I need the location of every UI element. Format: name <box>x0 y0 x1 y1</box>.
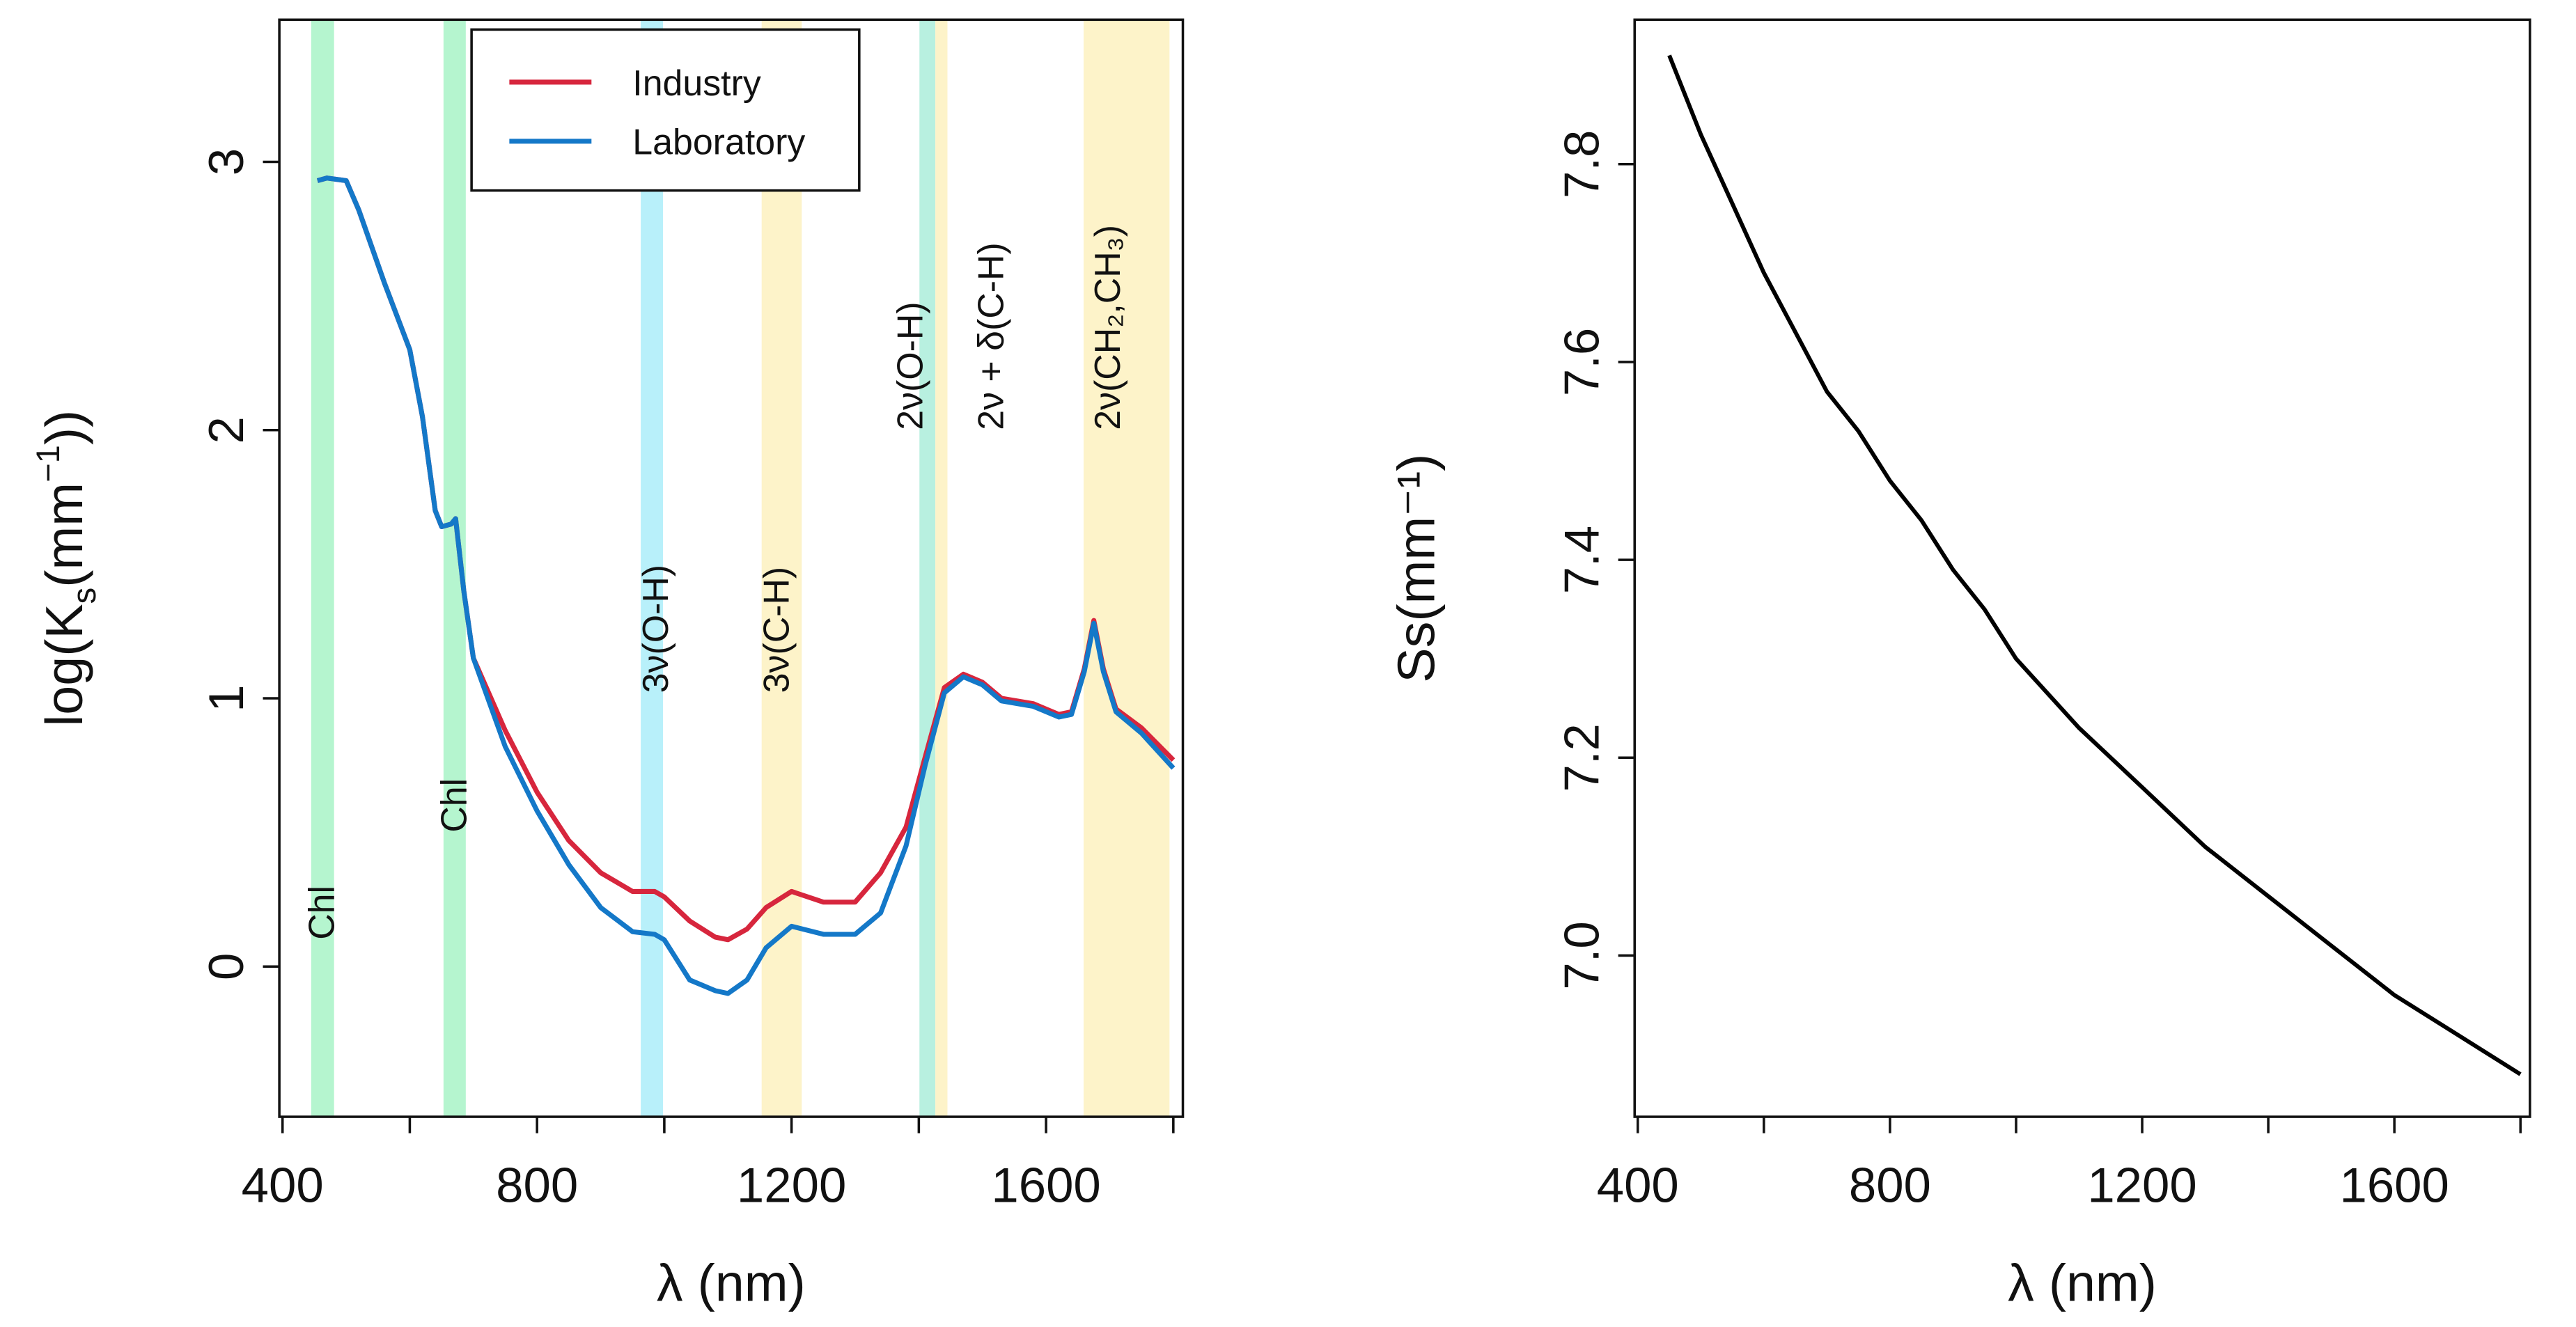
y-tick-label: 7.4 <box>1554 526 1609 594</box>
legend-label: Laboratory <box>632 122 805 162</box>
x-tick-label: 1200 <box>737 1158 846 1213</box>
x-tick-label: 1200 <box>2087 1158 2196 1213</box>
legend: Industry Laboratory <box>470 28 861 192</box>
y-tick-label: 0 <box>198 953 253 980</box>
plot-frame <box>1633 18 2531 1118</box>
band-7 <box>1083 19 1170 1117</box>
band-label: 3ν(C-H) <box>756 567 797 693</box>
x-tick-label: 1600 <box>2339 1158 2449 1213</box>
y-axis-title: Ss(mm⁻¹) <box>1387 454 1445 683</box>
x-tick-label: 800 <box>1849 1158 1931 1213</box>
plot-1: Chl Chl 3ν(O-H) 3ν(C-H) 2ν(O-H) 2ν + δ(C-H) 2ν… <box>29 18 1185 1312</box>
y-tick-label: 7.2 <box>1554 723 1609 792</box>
band-1 <box>311 19 334 1117</box>
x-tick-label: 1600 <box>991 1158 1100 1213</box>
y-axis-title: log(Ks(mm−1)) <box>29 410 102 727</box>
legend-box <box>470 28 861 192</box>
plot-2: 400 800 1200 1600 7.0 7.2 7.4 7.6 7.8 λ (nm) Ss(mm… <box>1387 18 2531 1312</box>
band-label: 2ν(O-H) <box>890 301 930 430</box>
y-tick-label: 1 <box>198 684 253 712</box>
y-tick-label: 3 <box>198 148 253 175</box>
legend-label: Industry <box>632 63 761 103</box>
x-tick-label: 800 <box>496 1158 578 1213</box>
band-5 <box>919 19 936 1117</box>
band-6 <box>935 19 948 1117</box>
x-axis-title: λ (nm) <box>2008 1253 2157 1312</box>
plot-frame <box>278 18 1185 1118</box>
band-label: Chl <box>301 886 341 940</box>
band-label: 2ν(CH₂,CH₃) <box>1087 225 1127 430</box>
band-label: 2ν + δ(C-H) <box>971 242 1011 430</box>
y-tick-label: 7.6 <box>1554 328 1609 396</box>
y-tick-label: 2 <box>198 416 253 443</box>
series-ss <box>1667 54 2522 1076</box>
series-laboratory <box>316 175 1176 996</box>
band-label: 3ν(O-H) <box>635 565 676 693</box>
band-label: Chl <box>433 778 474 833</box>
y-tick-label: 7.8 <box>1554 130 1609 198</box>
y-tick-label: 7.0 <box>1554 921 1609 989</box>
x-axis-title: λ (nm) <box>657 1253 806 1312</box>
x-tick-label: 400 <box>242 1158 324 1213</box>
x-tick-label: 400 <box>1597 1158 1679 1213</box>
